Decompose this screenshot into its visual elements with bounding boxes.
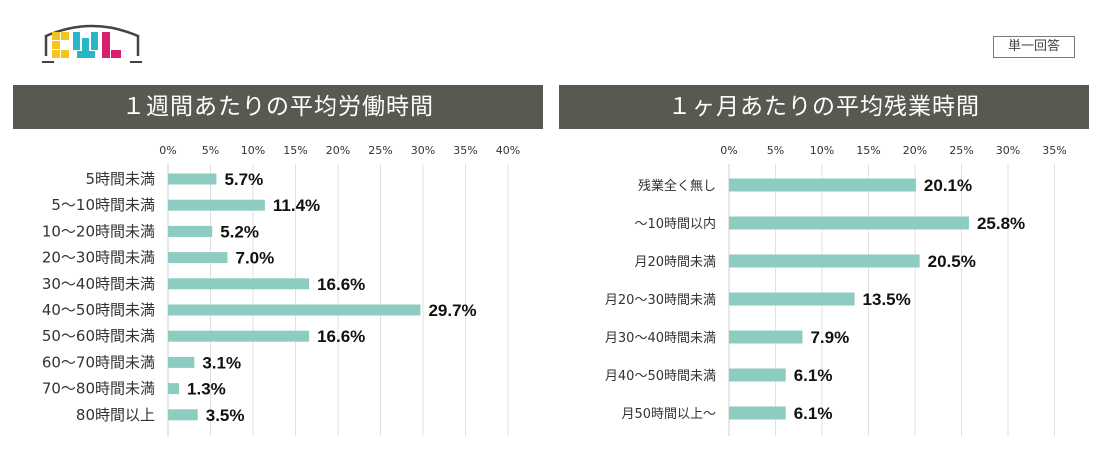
weekly-tick-label: 15%	[283, 144, 307, 157]
monthly-value-label: 6.1%	[794, 404, 833, 423]
monthly-value-label: 7.9%	[810, 328, 849, 347]
monthly-category-label: 月40～50時間未満	[605, 369, 716, 384]
weekly-category-label: 70～80時間未満	[42, 380, 155, 398]
monthly-tick-label: 10%	[810, 144, 834, 157]
weekly-category-label: 50～60時間未満	[42, 327, 155, 345]
monthly-category-label: 月30～40時間未満	[605, 331, 716, 346]
monthly-bar	[729, 292, 855, 306]
monthly-tick-label: 25%	[949, 144, 973, 157]
weekly-bar	[168, 278, 310, 290]
monthly-tick-label: 30%	[996, 144, 1020, 157]
weekly-category-label: 20～30時間未満	[42, 249, 155, 267]
monthly-bar	[729, 330, 803, 344]
weekly-category-label: 40～50時間未満	[42, 301, 155, 319]
weekly-value-label: 5.2%	[220, 222, 259, 241]
weekly-bar	[168, 356, 195, 368]
monthly-value-label: 25.8%	[977, 214, 1025, 233]
monthly-value-label: 6.1%	[794, 366, 833, 385]
monthly-category-label: 月20～30時間未満	[605, 293, 716, 308]
weekly-tick-label: 30%	[411, 144, 435, 157]
monthly-tick-label: 35%	[1042, 144, 1066, 157]
logo-letter-c	[52, 32, 69, 58]
weekly-value-label: 11.4%	[273, 196, 320, 215]
weekly-bar	[168, 252, 228, 264]
weekly-tick-label: 0%	[159, 144, 176, 157]
monthly-category-label: 月50時間以上～	[621, 407, 716, 422]
weekly-tick-label: 25%	[368, 144, 392, 157]
weekly-tick-label: 5%	[202, 144, 219, 157]
monthly-value-label: 20.1%	[924, 176, 972, 195]
weekly-category-label: 60～70時間未満	[42, 353, 155, 371]
weekly-value-label: 1.3%	[187, 380, 226, 399]
weekly-bar	[168, 225, 213, 237]
monthly-tick-label: 5%	[767, 144, 784, 157]
weekly-value-label: 3.1%	[202, 353, 241, 372]
monthly-tick-label: 20%	[903, 144, 927, 157]
weekly-tick-label: 10%	[241, 144, 265, 157]
weekly-category-label: 5時間未満	[85, 170, 155, 188]
chart-title-weekly-hours: １週間あたりの平均労働時間	[13, 85, 543, 129]
weekly-value-label: 7.0%	[236, 249, 275, 268]
monthly-category-label: ～10時間以内	[634, 216, 716, 232]
monthly-tick-label: 0%	[720, 144, 737, 157]
weekly-bar	[168, 409, 198, 421]
weekly-value-label: 16.6%	[317, 275, 365, 294]
monthly-bar	[729, 254, 920, 268]
weekly-bar	[168, 199, 265, 211]
monthly-bar	[729, 406, 786, 420]
monthly-value-label: 13.5%	[863, 290, 911, 309]
monthly-category-label: 残業全く無し	[638, 178, 716, 194]
monthly-bar	[729, 368, 786, 382]
weekly-value-label: 5.7%	[224, 170, 263, 189]
monthly-category-label: 月20時間未満	[634, 255, 716, 270]
weekly-category-label: 30～40時間未満	[42, 275, 155, 293]
logo-letter-l	[102, 32, 121, 58]
monthly-value-label: 20.5%	[928, 252, 976, 271]
chart-monthly-overtime: 0% 5% 10% 15% 20% 25% 30% 35% 残業全く無し 20.1% ～10時間以内…	[605, 144, 1067, 436]
weekly-value-label: 16.6%	[317, 327, 365, 346]
cwl-logo	[42, 24, 142, 63]
weekly-tick-label: 40%	[496, 144, 520, 157]
weekly-tick-label: 35%	[453, 144, 477, 157]
weekly-value-label: 3.5%	[206, 406, 245, 425]
monthly-tick-label: 15%	[856, 144, 880, 157]
monthly-bar	[729, 216, 969, 230]
weekly-bar	[168, 383, 180, 395]
weekly-category-label: 10～20時間未満	[42, 222, 155, 240]
single-answer-badge: 単一回答	[993, 36, 1075, 58]
weekly-category-label: 80時間以上	[76, 406, 155, 424]
weekly-bar	[168, 304, 421, 316]
monthly-bar	[729, 178, 916, 192]
weekly-bar	[168, 330, 310, 342]
weekly-tick-label: 20%	[326, 144, 350, 157]
chart-weekly-hours: 0% 5% 10% 15% 20% 25% 30% 35% 40% 5時間未満 5.7% 5～10時間…	[42, 144, 520, 436]
weekly-category-label: 5～10時間未満	[51, 196, 155, 214]
weekly-bar	[168, 173, 217, 185]
chart-title-monthly-overtime: １ヶ月あたりの平均残業時間	[559, 85, 1089, 129]
logo-letter-w	[73, 32, 98, 58]
weekly-value-label: 29.7%	[428, 301, 476, 320]
